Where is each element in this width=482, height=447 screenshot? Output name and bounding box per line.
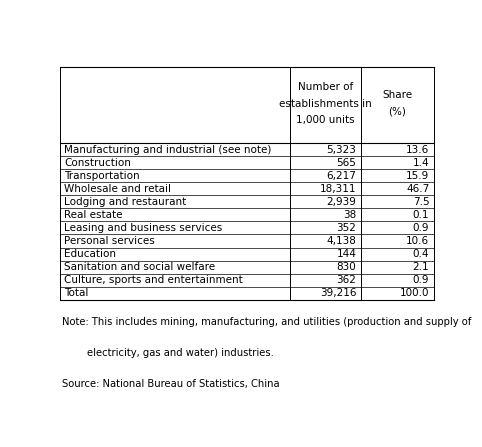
Text: Note: This includes mining, manufacturing, and utilities (production and supply : Note: This includes mining, manufacturin… bbox=[62, 317, 471, 327]
Text: 38: 38 bbox=[343, 210, 357, 220]
Text: Culture, sports and entertainment: Culture, sports and entertainment bbox=[64, 275, 243, 285]
Text: 10.6: 10.6 bbox=[406, 236, 429, 246]
Text: Transportation: Transportation bbox=[64, 171, 140, 181]
Text: 4,138: 4,138 bbox=[327, 236, 357, 246]
Text: 2,939: 2,939 bbox=[327, 197, 357, 207]
Text: Sanitation and social welfare: Sanitation and social welfare bbox=[64, 262, 215, 272]
Text: 144: 144 bbox=[336, 249, 357, 259]
Text: 18,311: 18,311 bbox=[320, 184, 357, 194]
Text: Source: National Bureau of Statistics, China: Source: National Bureau of Statistics, C… bbox=[62, 379, 280, 389]
Text: Total: Total bbox=[64, 288, 88, 298]
Text: 15.9: 15.9 bbox=[406, 171, 429, 181]
Text: 100.0: 100.0 bbox=[400, 288, 429, 298]
Text: Education: Education bbox=[64, 249, 116, 259]
Text: Share
(%): Share (%) bbox=[382, 90, 413, 117]
Text: 39,216: 39,216 bbox=[320, 288, 357, 298]
Text: 2.1: 2.1 bbox=[413, 262, 429, 272]
Text: 0.1: 0.1 bbox=[413, 210, 429, 220]
Text: 46.7: 46.7 bbox=[406, 184, 429, 194]
Text: Leasing and business services: Leasing and business services bbox=[64, 223, 222, 233]
Text: 13.6: 13.6 bbox=[406, 145, 429, 155]
Text: 5,323: 5,323 bbox=[327, 145, 357, 155]
Text: 6,217: 6,217 bbox=[327, 171, 357, 181]
Text: Personal services: Personal services bbox=[64, 236, 155, 246]
Text: Manufacturing and industrial (see note): Manufacturing and industrial (see note) bbox=[64, 145, 271, 155]
Text: Real estate: Real estate bbox=[64, 210, 122, 220]
Text: 0.9: 0.9 bbox=[413, 275, 429, 285]
Text: 352: 352 bbox=[336, 223, 357, 233]
Text: Number of
establishments in
1,000 units: Number of establishments in 1,000 units bbox=[279, 82, 372, 125]
Text: Lodging and restaurant: Lodging and restaurant bbox=[64, 197, 186, 207]
Text: 1.4: 1.4 bbox=[413, 158, 429, 168]
Text: 830: 830 bbox=[337, 262, 357, 272]
Text: 7.5: 7.5 bbox=[413, 197, 429, 207]
Text: 0.4: 0.4 bbox=[413, 249, 429, 259]
Text: electricity, gas and water) industries.: electricity, gas and water) industries. bbox=[62, 348, 274, 358]
Text: 362: 362 bbox=[336, 275, 357, 285]
Text: 565: 565 bbox=[336, 158, 357, 168]
Text: 0.9: 0.9 bbox=[413, 223, 429, 233]
Text: Wholesale and retail: Wholesale and retail bbox=[64, 184, 171, 194]
Text: Construction: Construction bbox=[64, 158, 131, 168]
